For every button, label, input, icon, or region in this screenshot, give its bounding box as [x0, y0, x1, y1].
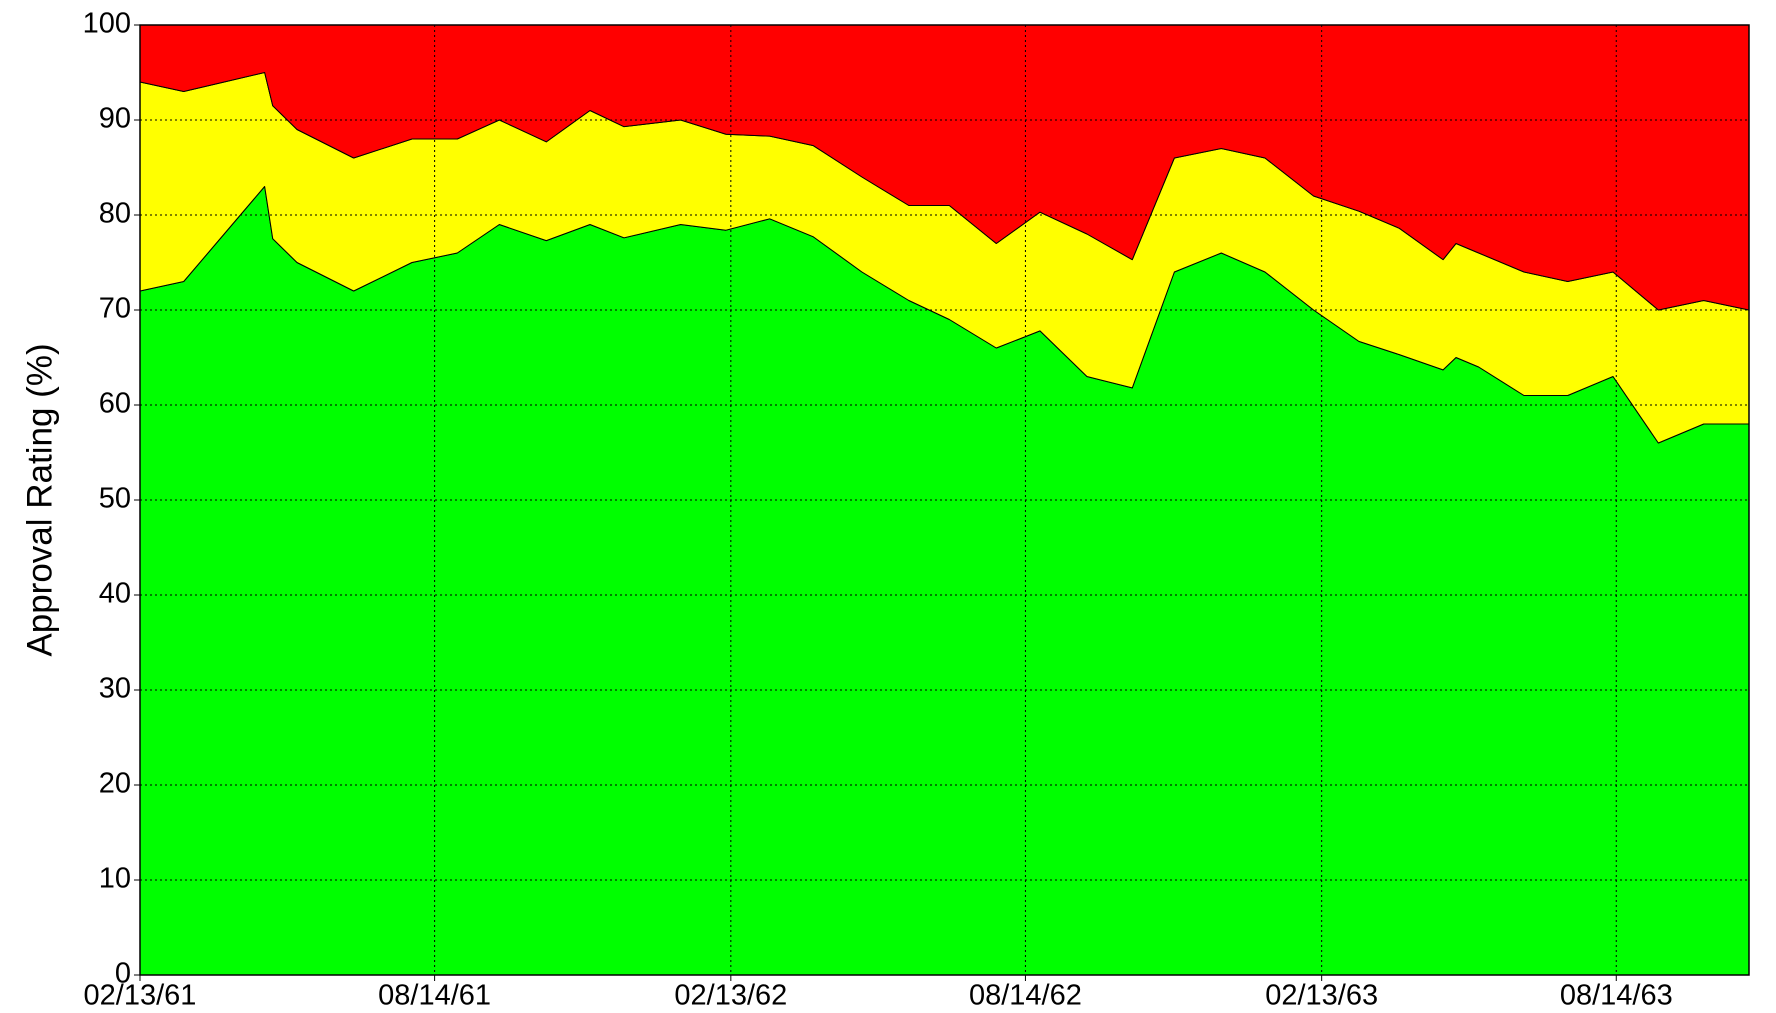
y-tick-label: 60 — [99, 388, 131, 420]
y-tick-label: 50 — [99, 483, 131, 515]
x-tick-label: 02/13/62 — [674, 980, 787, 1012]
y-tick-label: 80 — [99, 198, 131, 230]
x-tick-label: 02/13/63 — [1265, 980, 1378, 1012]
y-tick-label: 90 — [99, 103, 131, 135]
x-tick-label: 02/13/61 — [84, 980, 197, 1012]
y-tick-label: 0 — [115, 958, 131, 990]
y-tick-label: 20 — [99, 768, 131, 800]
y-tick-label: 40 — [99, 578, 131, 610]
y-tick-label: 100 — [83, 8, 131, 40]
y-axis-label: Approval Rating (%) — [20, 343, 59, 656]
y-tick-label: 10 — [99, 863, 131, 895]
plot-frame — [139, 24, 1750, 976]
x-tick-label: 08/14/63 — [1560, 980, 1673, 1012]
x-tick-label: 08/14/62 — [969, 980, 1082, 1012]
y-tick-label: 70 — [99, 293, 131, 325]
y-tick-label: 30 — [99, 673, 131, 705]
x-tick-label: 08/14/61 — [378, 980, 491, 1012]
